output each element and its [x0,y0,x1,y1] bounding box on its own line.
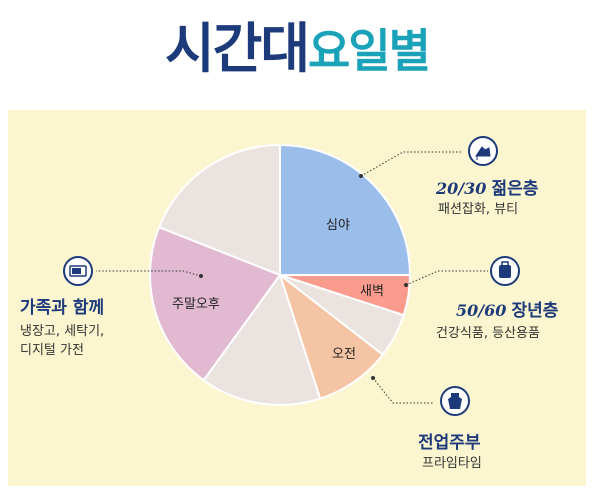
microwave-icon [63,256,93,286]
senior-heading: 50/60 장년층 [456,296,558,321]
pie-slice-4 [202,272,322,406]
senior-desc: 건강식품, 등산용품 [436,326,540,341]
young-age: 20/30 [436,179,487,198]
young-desc: 패션잡화, 뷰티 [438,202,519,217]
slice-label-morning: 오전 [332,347,356,362]
homemaker-title: 전업주부 [418,433,481,453]
leader-line-homemaker [372,377,433,404]
pie-slice-5 [149,225,282,382]
leader-line-senior [405,270,488,286]
slice-label-late-night: 심야 [326,218,350,233]
young-heading: 20/30 젊은층 [436,174,538,199]
apron-icon [440,386,470,416]
homemaker-desc: 프라임타임 [422,456,482,471]
slice-label-weekend-afternoon: 주말오후 [172,297,220,312]
leader-line-young [360,151,463,177]
title-part1: 시간대 [164,17,310,80]
senior-title: 장년층 [511,301,559,321]
pie-slice-6 [157,143,281,277]
young-title: 젊은층 [491,179,539,199]
family-desc-line2: 디지털 가전 [20,343,84,358]
leader-line-family [96,270,202,277]
page-title: 시간대요일별 [0,4,594,83]
backpack-icon [490,256,520,286]
title-part2: 요일별 [308,24,431,78]
senior-age: 50/60 [456,301,507,320]
pie-slice-3 [278,272,385,400]
slice-label-dawn: 새벽 [360,284,384,299]
pie-chart [96,143,488,406]
family-desc-line1: 냉장고, 세탁기, [20,324,105,339]
pie-slice-0 [279,143,412,276]
chart-panel: 심야 새벽 오전 주말오후 20/30 젊은층 패션잡화, 뷰티 50/60 장… [8,110,586,486]
family-title: 가족과 함께 [20,298,105,318]
high-heel-icon [468,136,498,166]
